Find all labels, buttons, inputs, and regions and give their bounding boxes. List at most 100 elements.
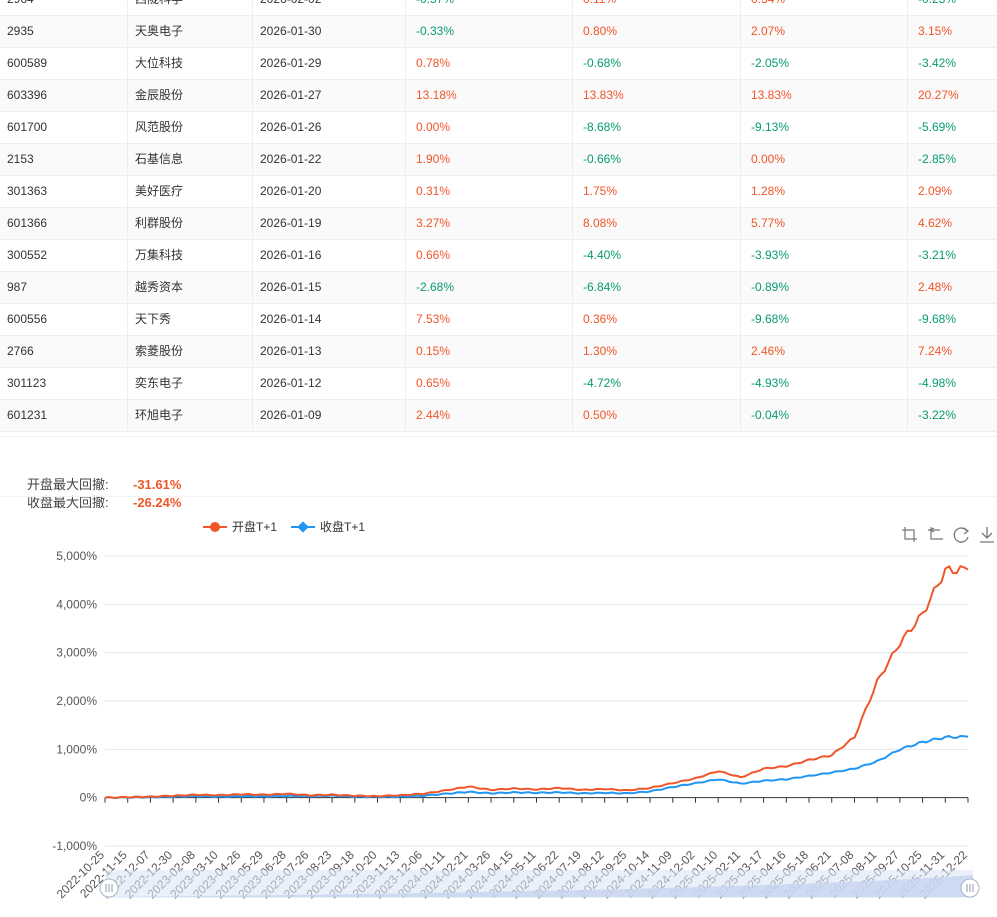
results-table: 2964西陇科学2026-02-02-0.57%0.11%0.34%-0.23%… <box>0 0 997 432</box>
return-cell: 0.15% <box>406 336 573 367</box>
stock-code-cell: 301363 <box>0 176 128 207</box>
chart-toolbox[interactable] <box>902 527 994 543</box>
table-row[interactable]: 301123 奕东电子 2026-01-12 0.65% -4.72% -4.93% -4.… <box>0 368 997 400</box>
return-cell: 1.75% <box>573 176 741 207</box>
stock-code-cell: 601366 <box>0 208 128 239</box>
stock-name-cell: 万集科技 <box>128 240 253 271</box>
date-cell: 2026-01-09 <box>253 400 406 431</box>
slider-handle-left[interactable] <box>99 878 119 898</box>
return-cell: 1.28% <box>741 176 908 207</box>
table-row[interactable]: 601700 风范股份 2026-01-26 0.00% -8.68% -9.13% -5.… <box>0 112 997 144</box>
return-cell: 0.34% <box>741 0 908 15</box>
series-line[interactable] <box>104 564 969 799</box>
return-cell: 7.24% <box>918 344 953 358</box>
divider <box>0 496 997 497</box>
stock-name-cell: 环旭电子 <box>128 400 253 431</box>
stock-code-cell: 2766 <box>0 336 128 367</box>
divider <box>0 436 997 437</box>
stock-name-cell: 金辰股份 <box>128 80 253 111</box>
date-cell: 2026-01-30 <box>253 16 406 47</box>
return-cell: -5.69% <box>918 120 957 134</box>
table-row[interactable]: 601366 利群股份 2026-01-19 3.27% 8.08% 5.77% 4.62% <box>0 208 997 240</box>
series-line[interactable] <box>104 734 969 800</box>
table-row[interactable]: 300552 万集科技 2026-01-16 0.66% -4.40% -3.93% -3.… <box>0 240 997 272</box>
return-cell: -0.66% <box>573 144 741 175</box>
legend-item[interactable]: 开盘T+1 <box>203 519 277 534</box>
return-cell: -0.04% <box>741 400 908 431</box>
date-cell: 2026-01-22 <box>253 144 406 175</box>
stock-name-cell: 西陇科学 <box>128 0 253 15</box>
date-cell: 2026-01-29 <box>253 48 406 79</box>
equity-chart[interactable]: -1,000%0%1,000%2,000%3,000%4,000%5,000% … <box>0 515 997 915</box>
return-cell: 1.90% <box>406 144 573 175</box>
restore-icon[interactable] <box>953 527 969 543</box>
return-cell: 0.80% <box>573 16 741 47</box>
return-cell: 5.77% <box>741 208 908 239</box>
stock-name-cell: 美好医疗 <box>128 176 253 207</box>
datazoom-slider[interactable] <box>99 870 980 898</box>
return-cell: -0.33% <box>406 16 573 47</box>
stock-code-cell: 2964 <box>0 0 128 15</box>
return-cell: 0.78% <box>406 48 573 79</box>
table-row[interactable]: 2935 天奥电子 2026-01-30 -0.33% 0.80% 2.07% 3.15% <box>0 16 997 48</box>
date-cell: 2026-01-13 <box>253 336 406 367</box>
table-row[interactable]: 603396 金辰股份 2026-01-27 13.18% 13.83% 13.83% 20… <box>0 80 997 112</box>
return-cell: -4.72% <box>573 368 741 399</box>
stock-name-cell: 天奥电子 <box>128 16 253 47</box>
return-cell: 7.53% <box>406 304 573 335</box>
return-cell: 0.66% <box>406 240 573 271</box>
return-cell: 3.15% <box>918 24 953 38</box>
legend-item[interactable]: 收盘T+1 <box>291 519 365 534</box>
table-row[interactable]: 2766 索菱股份 2026-01-13 0.15% 1.30% 2.46% 7.24% <box>0 336 997 368</box>
table-row[interactable]: 987 越秀资本 2026-01-15 -2.68% -6.84% -0.89% 2.48% <box>0 272 997 304</box>
return-cell: -3.21% <box>918 248 957 262</box>
table-row[interactable]: 601231 环旭电子 2026-01-09 2.44% 0.50% -0.04% -3.2… <box>0 400 997 432</box>
return-cell: -0.23% <box>908 0 997 15</box>
return-cell: -4.98% <box>918 376 957 390</box>
return-cell: -3.22% <box>918 408 957 422</box>
stock-code-cell: 601231 <box>0 400 128 431</box>
y-tick-label: 3,000% <box>56 646 97 660</box>
return-cell: -4.93% <box>741 368 908 399</box>
table-row[interactable]: 301363 美好医疗 2026-01-20 0.31% 1.75% 1.28% 2.09% <box>0 176 997 208</box>
return-cell: 0.50% <box>573 400 741 431</box>
table-row[interactable]: 2964西陇科学2026-02-02-0.57%0.11%0.34%-0.23% <box>0 0 997 16</box>
return-cell: -3.93% <box>741 240 908 271</box>
y-tick-label: 4,000% <box>56 597 97 611</box>
date-cell: 2026-01-20 <box>253 176 406 207</box>
y-tick-label: 2,000% <box>56 694 97 708</box>
date-cell: 2026-01-14 <box>253 304 406 335</box>
date-cell: 2026-01-16 <box>253 240 406 271</box>
close-drawdown-value: -26.24% <box>133 495 182 510</box>
chart-legend[interactable]: 开盘T+1 收盘T+1 <box>203 519 365 534</box>
stock-name-cell: 天下秀 <box>128 304 253 335</box>
return-cell: -8.68% <box>573 112 741 143</box>
stock-name-cell: 越秀资本 <box>128 272 253 303</box>
y-tick-label: 0% <box>80 791 98 805</box>
zoom-reset-icon[interactable] <box>928 527 943 540</box>
download-icon[interactable] <box>980 527 994 543</box>
date-cell: 2026-01-15 <box>253 272 406 303</box>
zoom-icon[interactable] <box>902 527 917 542</box>
stock-name-cell: 奕东电子 <box>128 368 253 399</box>
legend-label: 收盘T+1 <box>320 519 365 534</box>
stock-code-cell: 301123 <box>0 368 128 399</box>
return-cell: 0.00% <box>741 144 908 175</box>
return-cell: -4.40% <box>573 240 741 271</box>
return-cell: 4.62% <box>918 216 953 230</box>
drawdown-stats: 开盘最大回撤: -31.61% 收盘最大回撤: -26.24% <box>27 476 181 512</box>
slider-handle-right[interactable] <box>960 878 980 898</box>
date-cell: 2026-01-12 <box>253 368 406 399</box>
table-row[interactable]: 2153 石基信息 2026-01-22 1.90% -0.66% 0.00% -2.85% <box>0 144 997 176</box>
y-tick-label: -1,000% <box>52 839 97 853</box>
stock-name-cell: 大位科技 <box>128 48 253 79</box>
stock-code-cell: 2153 <box>0 144 128 175</box>
stock-code-cell: 2935 <box>0 16 128 47</box>
table-row[interactable]: 600556 天下秀 2026-01-14 7.53% 0.36% -9.68% -9.68… <box>0 304 997 336</box>
return-cell: 2.09% <box>918 184 953 198</box>
return-cell: 0.00% <box>406 112 573 143</box>
return-cell: 2.44% <box>406 400 573 431</box>
return-cell: -0.68% <box>573 48 741 79</box>
table-row[interactable]: 600589 大位科技 2026-01-29 0.78% -0.68% -2.05% -3.… <box>0 48 997 80</box>
stock-name-cell: 索菱股份 <box>128 336 253 367</box>
